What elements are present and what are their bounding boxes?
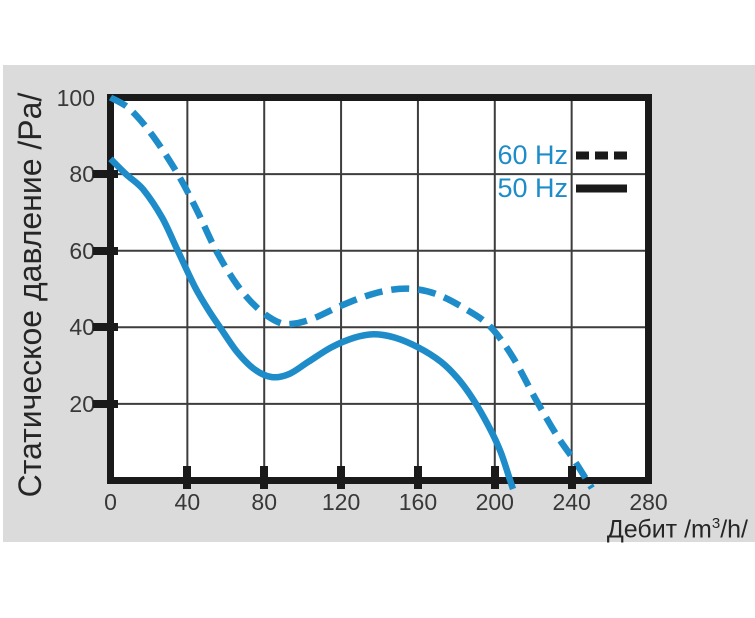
legend-dashed-line-sample-icon <box>576 151 627 159</box>
x-tick-mark <box>567 466 576 489</box>
y-tick-mark <box>93 399 118 408</box>
x-tick-label: 120 <box>321 489 361 515</box>
legend: 60 Hz 50 Hz <box>488 140 627 206</box>
x-tick-mark <box>413 466 422 489</box>
legend-label-50hz: 50 Hz <box>497 172 568 203</box>
x-axis-title-text: Дебит /m <box>606 515 712 544</box>
x-tick-label: 200 <box>475 489 514 515</box>
y-axis-title: Статическое давление /Pa/ <box>12 92 48 498</box>
y-tick-label: 100 <box>56 84 95 111</box>
x-tick-label: 160 <box>398 489 438 515</box>
y-tick-label: 60 <box>69 237 95 264</box>
y-tick-label: 20 <box>69 390 95 417</box>
y-tick-mark <box>93 170 118 179</box>
legend-label-60hz: 60 Hz <box>497 139 568 170</box>
x-tick-mark <box>260 466 269 489</box>
curve-60-hz <box>108 94 595 490</box>
curves-svg <box>108 94 645 491</box>
x-tick-mark <box>183 466 192 489</box>
legend-solid-line-sample-icon <box>576 184 627 192</box>
curve-50-hz <box>108 156 517 491</box>
x-tick-mark <box>337 466 346 489</box>
y-tick-mark <box>93 323 118 332</box>
x-tick-label: 40 <box>174 489 201 515</box>
x-axis-title: Дебит /m3/h/ <box>440 515 748 544</box>
x-tick-label: 0 <box>104 489 117 515</box>
y-tick-label: 40 <box>69 314 95 341</box>
y-tick-label: 80 <box>69 161 95 188</box>
x-tick-label: 240 <box>552 489 591 515</box>
x-tick-label: 280 <box>629 489 668 515</box>
legend-row-50hz: 50 Hz <box>488 173 627 203</box>
y-tick-mark <box>93 246 118 255</box>
x-axis-title-unit: /h/ <box>720 515 748 544</box>
x-axis-title-superscript: 3 <box>711 515 721 532</box>
x-tick-label: 80 <box>251 489 277 515</box>
x-tick-mark <box>490 466 499 489</box>
legend-row-60hz: 60 Hz <box>488 140 627 170</box>
